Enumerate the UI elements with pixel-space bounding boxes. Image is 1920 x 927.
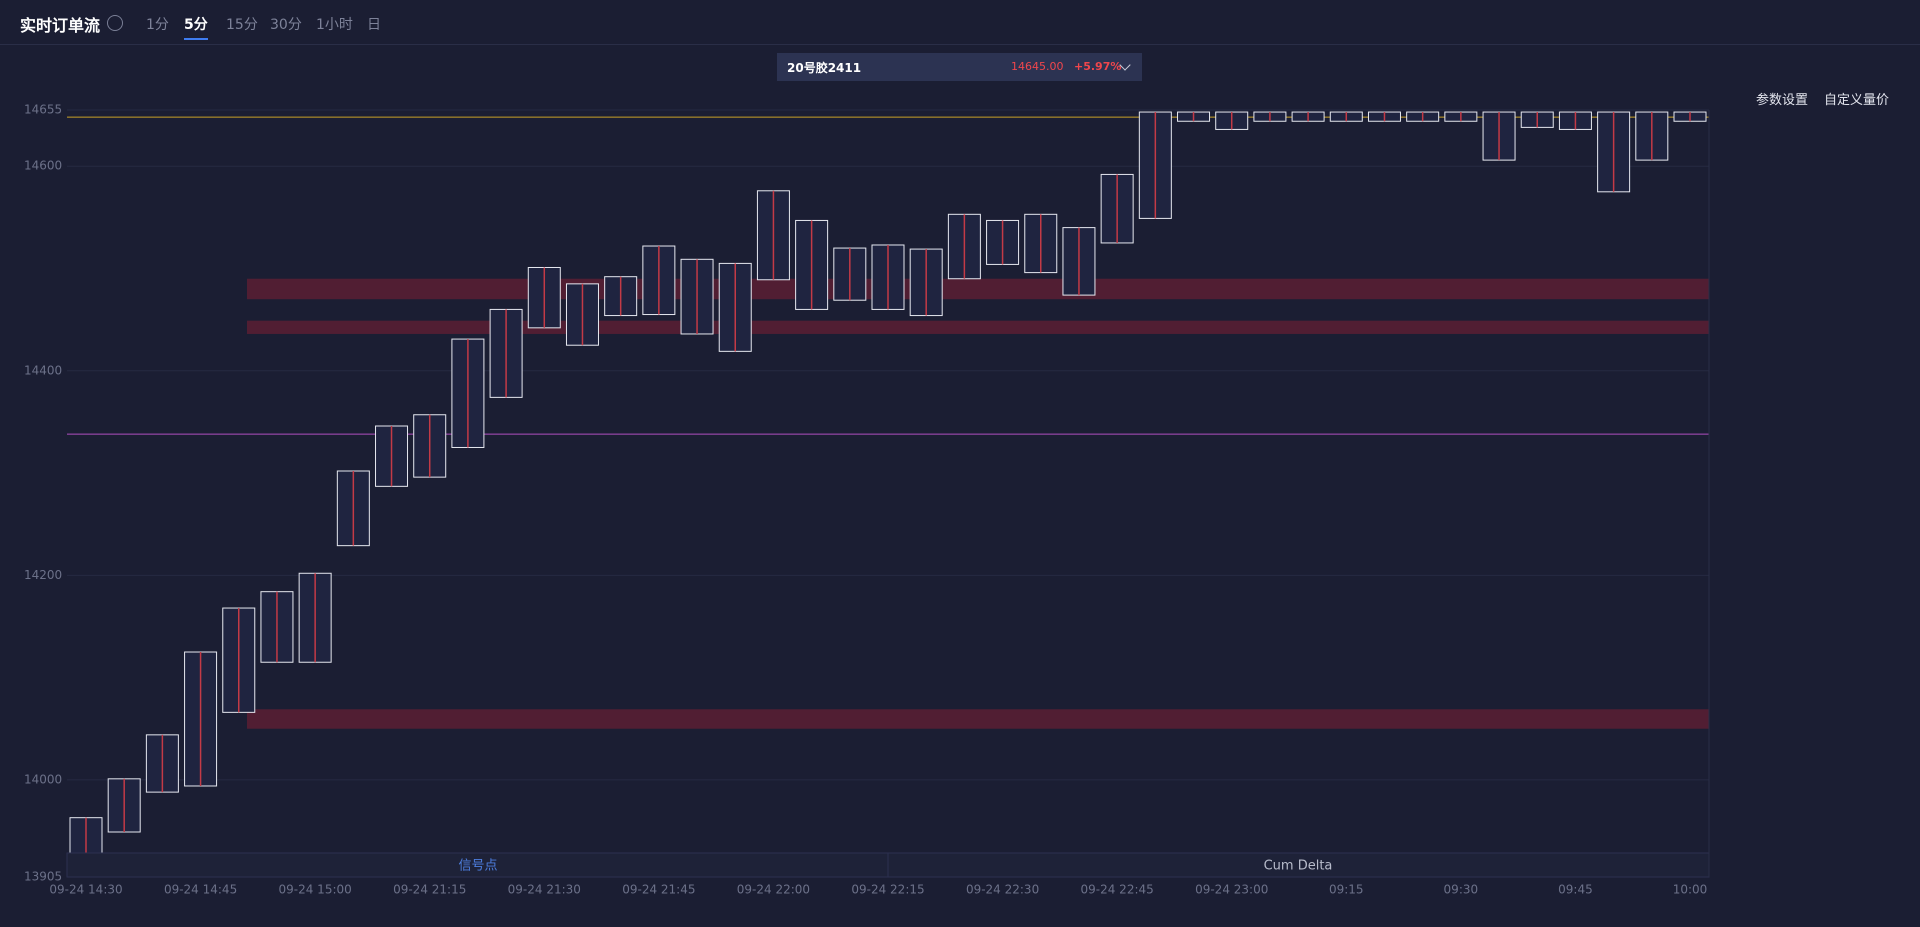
x-tick-label: 09-24 21:45 (622, 883, 695, 897)
y-tick-label: 14000 (24, 772, 62, 786)
y-tick-label: 14655 (24, 103, 62, 117)
instrument-name: 20号胶2411 (787, 61, 862, 75)
interval-tab[interactable]: 30分 (270, 17, 302, 33)
instrument-change: +5.97% (1074, 60, 1122, 73)
x-tick-label: 09-24 15:00 (279, 883, 352, 897)
instrument-price: 14645.00 (1011, 60, 1064, 73)
interval-tab[interactable]: 日 (367, 17, 381, 33)
interval-tab[interactable]: 5分 (184, 14, 208, 40)
instrument-selector[interactable]: 20号胶2411 14645.00 +5.97% (777, 53, 1142, 81)
x-tick-label: 09-24 21:30 (508, 883, 581, 897)
x-tick-label: 10:00 (1673, 883, 1708, 897)
x-tick-label: 09-24 21:15 (393, 883, 466, 897)
panel-tab[interactable]: 信号点 (458, 859, 497, 874)
x-tick-label: 09-24 14:30 (49, 883, 122, 897)
y-tick-label: 13905 (24, 870, 62, 884)
y-tick-label: 14200 (24, 568, 62, 582)
divider (0, 44, 1920, 45)
x-tick-label: 09-24 22:30 (966, 883, 1039, 897)
y-tick-label: 14600 (24, 159, 62, 173)
x-tick-label: 09:15 (1329, 883, 1364, 897)
x-tick-label: 09-24 22:00 (737, 883, 810, 897)
volume-zone (247, 320, 1709, 334)
x-tick-label: 09:45 (1558, 883, 1593, 897)
volume-zone (247, 278, 1709, 300)
help-icon[interactable] (107, 15, 123, 31)
volume-zone (247, 709, 1709, 729)
x-tick-label: 09-24 22:45 (1081, 883, 1154, 897)
settings-button[interactable]: 参数设置 (1756, 93, 1809, 108)
interval-tab[interactable]: 1分 (146, 17, 169, 33)
x-tick-label: 09:30 (1444, 883, 1479, 897)
app-title: 实时订单流 (20, 16, 101, 35)
panel-tab[interactable]: Cum Delta (1264, 859, 1333, 874)
x-tick-label: 09-24 23:00 (1195, 883, 1268, 897)
interval-tab[interactable]: 1小时 (316, 17, 353, 33)
x-tick-label: 09-24 14:45 (164, 883, 237, 897)
interval-tab[interactable]: 15分 (226, 17, 258, 33)
custom-price-button[interactable]: 自定义量价 (1824, 93, 1890, 108)
x-tick-label: 09-24 22:15 (851, 883, 924, 897)
y-tick-label: 14400 (24, 363, 62, 377)
